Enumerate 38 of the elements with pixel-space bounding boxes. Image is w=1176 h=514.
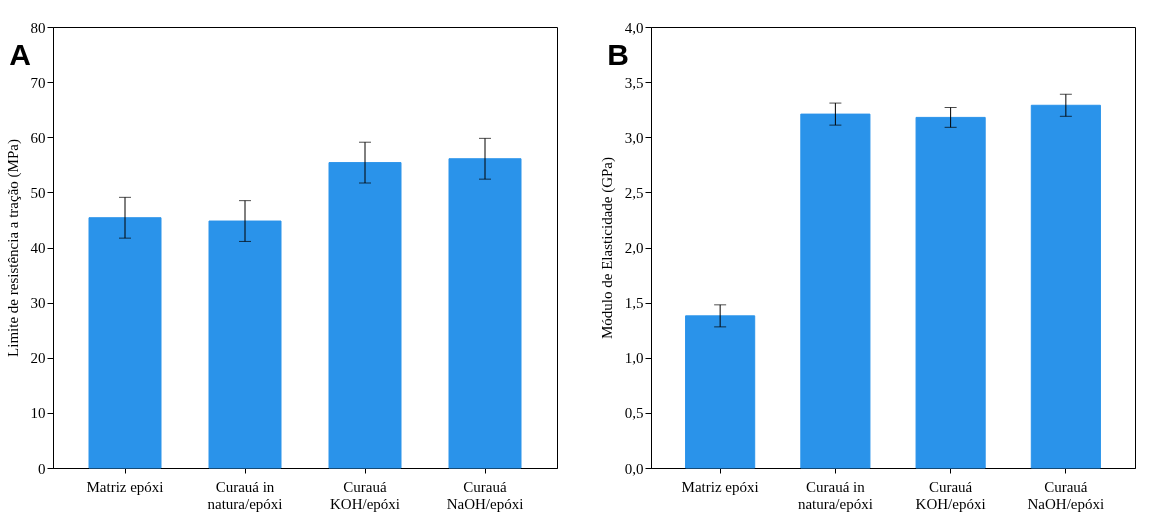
x-tick-label: Curauá KOH/epóxi [330,478,400,512]
y-tick-label: 3,0 [624,129,644,146]
bar [915,116,986,469]
y-tick-label: 30 [30,295,46,312]
y-tick-label: 10 [30,405,46,422]
y-tick-label: 70 [30,74,46,91]
y-tick-label: 1,0 [624,350,644,367]
y-tick-label: 0,5 [624,405,644,422]
bar [1030,104,1101,469]
y-tick-label: 20 [30,350,46,367]
bar [448,158,522,469]
y-tick-label: 2,5 [624,184,644,201]
y-axis-title: Módulo de Elasticidade (GPa) [598,156,616,340]
bar [208,220,282,469]
x-tick-label: Matriz epóxi [86,478,164,495]
bar [685,315,756,469]
x-tick-label: Curauá in natura/epóxi [797,478,873,512]
y-tick-label: 80 [30,19,46,36]
bar [800,113,871,469]
y-tick-label: 50 [30,184,46,201]
y-tick-label: 0,0 [624,460,644,477]
y-tick-label: 0 [38,460,46,477]
y-tick-label: 1,5 [624,295,644,312]
y-axis-title: Limite de resistência a tração (MPa) [4,139,22,357]
text: A [9,38,31,71]
text: B [607,38,629,71]
x-tick-label: Curauá NaOH/epóxi [1027,478,1105,512]
x-tick-label: Curauá in natura/epóxi [207,478,283,512]
y-tick-label: 40 [30,240,46,256]
y-tick-label: 60 [30,129,46,146]
bar [328,162,402,469]
bar [88,217,162,469]
y-tick-label: 2,0 [624,240,644,256]
x-tick-label: Matriz epóxi [681,478,759,495]
y-tick-label: 4,0 [624,19,644,36]
x-tick-label: Curauá KOH/epóxi [915,478,986,512]
x-tick-label: Curauá NaOH/epóxi [446,478,524,512]
y-tick-label: 3,5 [624,74,644,91]
